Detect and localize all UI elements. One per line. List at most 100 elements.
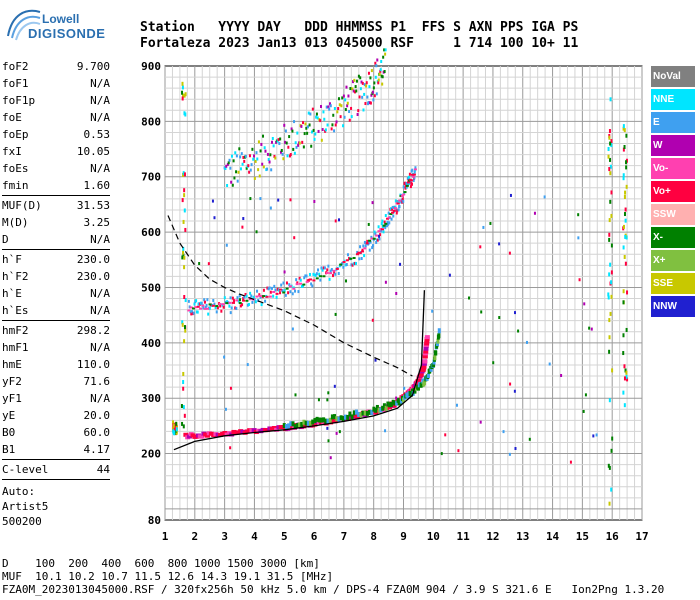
echo-f2-third-hop xyxy=(293,151,296,155)
echo-vertical-column xyxy=(608,218,611,223)
echo-f2-second-hop xyxy=(202,306,205,310)
echo-f2-extraordinary xyxy=(393,400,397,406)
echo-f2-second-hop-core xyxy=(412,173,416,176)
echo-f2-second-hop xyxy=(395,211,398,215)
echo-f2-second-hop-core xyxy=(295,283,299,286)
echo-f2-third-hop xyxy=(264,149,267,153)
echo-f2-second-hop-core xyxy=(335,267,339,270)
autoscaling-line: 500200 xyxy=(2,515,42,528)
echo-f2-extraordinary xyxy=(384,405,388,411)
echo-vertical-column xyxy=(609,97,612,102)
echo-noise xyxy=(508,251,511,255)
echo-f2-extraordinary xyxy=(295,423,299,429)
legend-item-w: W xyxy=(651,135,695,156)
echo-vertical-column xyxy=(609,311,612,316)
echo-vertical-column xyxy=(174,429,177,434)
echo-noise xyxy=(548,362,551,366)
echo-noise xyxy=(207,262,210,266)
echo-vertical-column xyxy=(624,261,627,266)
echo-f2-third-hop xyxy=(328,107,331,111)
echo-vertical-column xyxy=(182,405,185,410)
x-tick-label: 10 xyxy=(427,530,440,543)
param-row: h`E N/A xyxy=(2,285,110,302)
echo-noise xyxy=(384,280,387,284)
echo-f2-extraordinary xyxy=(365,410,369,416)
echo-noise xyxy=(569,460,572,464)
echo-noise xyxy=(283,270,286,274)
echo-f2-second-hop-core xyxy=(225,302,229,305)
echo-f2-second-hop-core xyxy=(400,194,404,197)
echo-vertical-column xyxy=(625,370,628,375)
echo-f2-second-hop xyxy=(236,296,239,300)
echo-f2-third-hop xyxy=(230,154,233,158)
echo-f2-second-hop xyxy=(414,166,417,170)
echo-f2-third-hop xyxy=(330,127,333,131)
echo-f2-second-hop xyxy=(282,281,285,285)
echo-f2-third-hop xyxy=(360,80,363,84)
echo-f2-second-hop xyxy=(306,279,309,283)
echo-f2-second-hop xyxy=(192,311,195,315)
param-row: foF2 9.700 xyxy=(2,58,110,75)
echo-f2-second-hop-core xyxy=(258,294,262,297)
echo-f2-third-hop xyxy=(281,152,284,156)
echo-vertical-column xyxy=(623,144,626,149)
echo-f2-second-hop xyxy=(243,295,246,299)
echo-f2-third-hop xyxy=(236,179,239,183)
echo-f2-extraordinary xyxy=(335,416,339,422)
echo-vertical-column xyxy=(610,213,613,218)
echo-vertical-column xyxy=(622,333,625,338)
echo-f2-extraordinary xyxy=(357,412,361,418)
echo-vertical-column xyxy=(623,403,626,408)
echo-noise xyxy=(317,398,320,402)
echo-f2-third-hop xyxy=(324,128,327,132)
echo-vertical-column xyxy=(610,487,613,492)
echo-f2-second-hop xyxy=(346,253,349,257)
echo-f2-second-hop xyxy=(303,276,306,280)
echo-vertical-column xyxy=(623,364,626,369)
x-tick-label: 3 xyxy=(221,530,228,543)
echo-f2-third-hop xyxy=(353,90,356,94)
echo-f2-extraordinary xyxy=(339,415,343,421)
echo-f2-third-hop xyxy=(319,119,322,123)
echo-f2-second-hop-core xyxy=(221,303,225,306)
echo-noise xyxy=(338,430,341,434)
echo-f2-ordinary xyxy=(422,354,428,359)
param-row: MUF(D) 31.53 xyxy=(2,197,110,214)
echo-f2-second-hop xyxy=(283,289,286,293)
echo-f2-second-hop xyxy=(314,273,317,277)
param-name: h`E xyxy=(2,287,22,300)
echo-f2-extraordinary xyxy=(423,380,427,386)
echo-vertical-column xyxy=(181,198,184,203)
echo-f2-second-hop xyxy=(320,266,323,270)
echo-f2-second-hop-core xyxy=(365,242,369,245)
x-tick-label: 11 xyxy=(457,530,471,543)
echo-f2-extraordinary xyxy=(344,414,348,420)
echo-f2-third-hop xyxy=(287,145,290,149)
echo-f2-third-hop xyxy=(266,152,269,156)
echo-f2-third-hop xyxy=(269,153,272,157)
echo-f2-third-hop xyxy=(373,81,376,85)
echo-noise xyxy=(590,327,593,331)
echo-f2-second-hop xyxy=(412,178,415,182)
echo-f2-third-hop xyxy=(306,131,309,135)
echo-f2-ordinary xyxy=(312,422,318,427)
echo-vertical-column xyxy=(181,320,184,325)
echo-f2-third-hop xyxy=(228,158,231,162)
echo-f2-second-hop-core xyxy=(206,307,210,310)
echo-f2-third-hop xyxy=(359,87,362,91)
legend-item-e: E xyxy=(651,112,695,133)
echo-f2-second-hop-core xyxy=(218,302,222,305)
echo-f2-second-hop xyxy=(205,303,208,307)
param-name: foF2 xyxy=(2,60,29,73)
echo-f2-extraordinary xyxy=(370,409,374,415)
echo-f2-second-hop-core xyxy=(349,257,353,260)
echo-f2-second-hop xyxy=(250,294,253,298)
param-value: 10.05 xyxy=(76,145,110,158)
echo-f2-second-hop xyxy=(294,289,297,293)
param-value: 44 xyxy=(96,463,110,476)
echo-noise xyxy=(508,452,511,456)
echo-f2-second-hop xyxy=(219,304,222,308)
param-name: MUF(D) xyxy=(2,199,42,212)
echo-f2-third-hop xyxy=(279,137,282,141)
echo-vertical-column xyxy=(624,190,627,195)
